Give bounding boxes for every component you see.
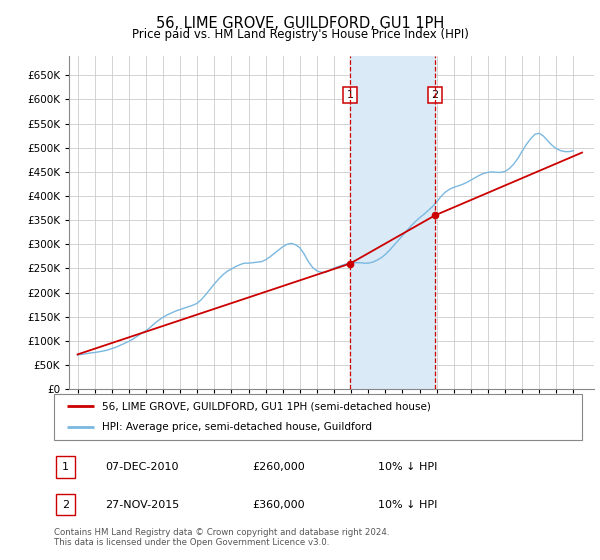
Text: 1: 1 bbox=[62, 462, 69, 472]
FancyBboxPatch shape bbox=[54, 394, 582, 440]
Text: £360,000: £360,000 bbox=[252, 500, 305, 510]
Text: Contains HM Land Registry data © Crown copyright and database right 2024.
This d: Contains HM Land Registry data © Crown c… bbox=[54, 528, 389, 547]
Text: HPI: Average price, semi-detached house, Guildford: HPI: Average price, semi-detached house,… bbox=[101, 422, 371, 432]
Text: £260,000: £260,000 bbox=[252, 462, 305, 472]
Text: 2: 2 bbox=[431, 90, 439, 100]
FancyBboxPatch shape bbox=[56, 456, 74, 478]
Text: 27-NOV-2015: 27-NOV-2015 bbox=[105, 500, 179, 510]
Text: 1: 1 bbox=[346, 90, 353, 100]
Bar bbox=[350, 56, 435, 389]
Text: 10% ↓ HPI: 10% ↓ HPI bbox=[378, 500, 437, 510]
Text: 07-DEC-2010: 07-DEC-2010 bbox=[105, 462, 179, 472]
Text: 56, LIME GROVE, GUILDFORD, GU1 1PH: 56, LIME GROVE, GUILDFORD, GU1 1PH bbox=[156, 16, 444, 31]
FancyBboxPatch shape bbox=[56, 494, 74, 515]
Text: 56, LIME GROVE, GUILDFORD, GU1 1PH (semi-detached house): 56, LIME GROVE, GUILDFORD, GU1 1PH (semi… bbox=[101, 401, 430, 411]
Text: Price paid vs. HM Land Registry's House Price Index (HPI): Price paid vs. HM Land Registry's House … bbox=[131, 28, 469, 41]
Text: 10% ↓ HPI: 10% ↓ HPI bbox=[378, 462, 437, 472]
Text: 2: 2 bbox=[62, 500, 69, 510]
